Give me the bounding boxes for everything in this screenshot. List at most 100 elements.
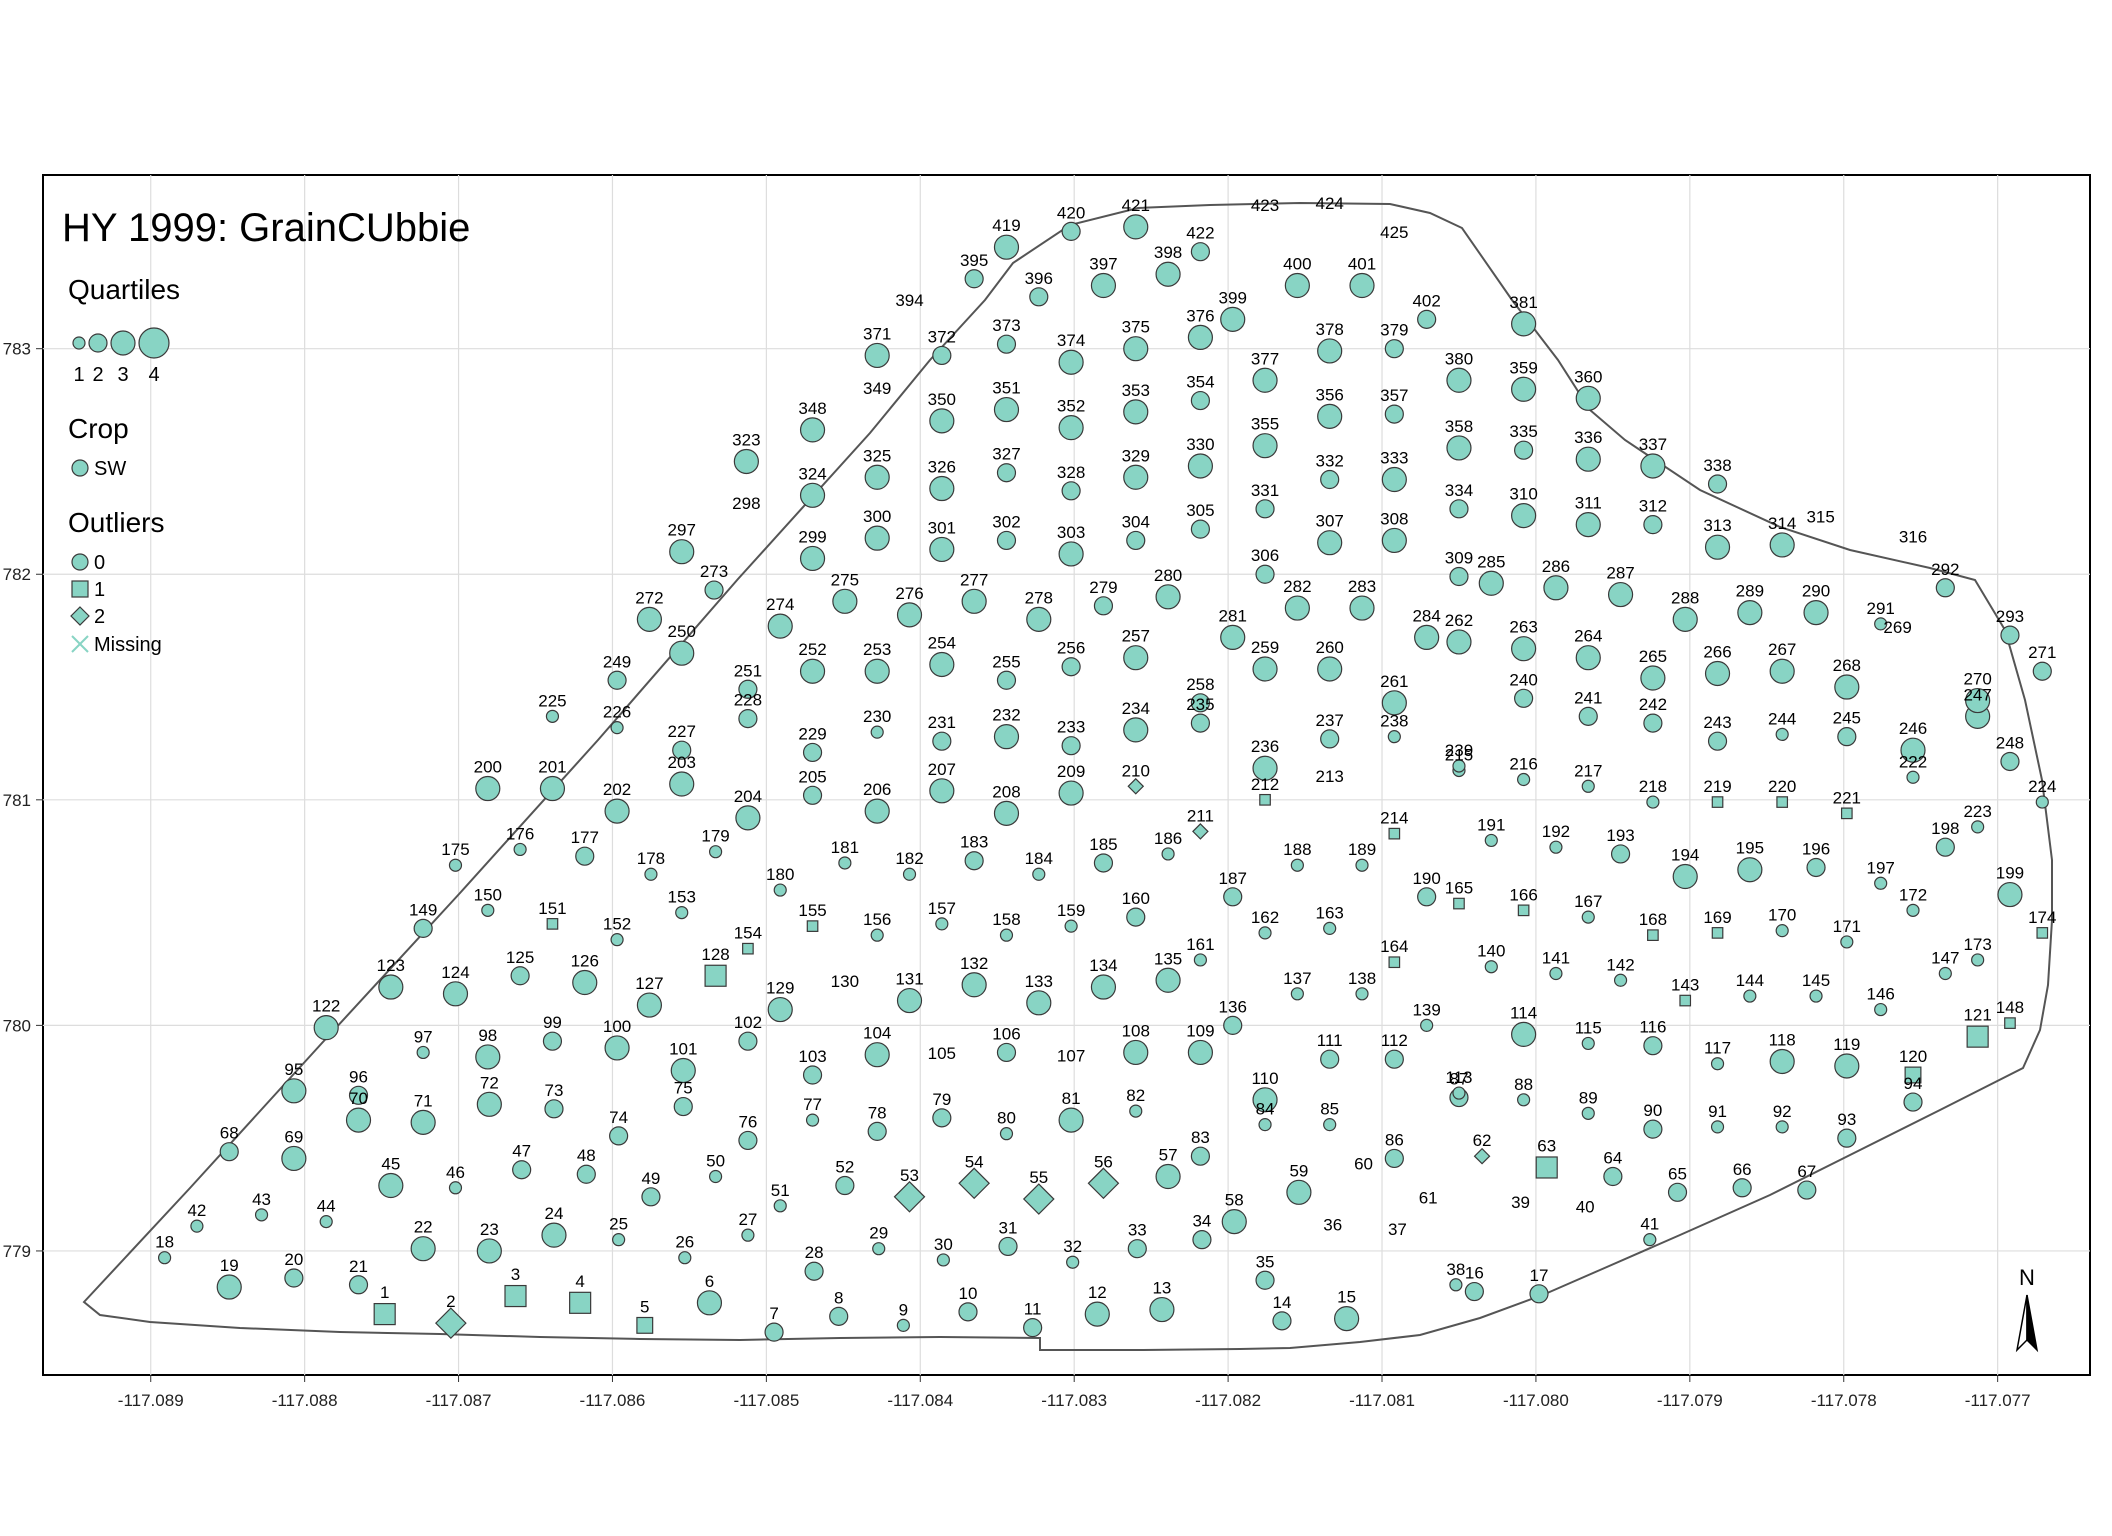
yield-point-18 [157, 1251, 172, 1265]
yield-point-28 [804, 1261, 824, 1281]
point-label-44: 44 [317, 1197, 336, 1216]
yield-point-379 [1384, 339, 1404, 359]
yield-point-377 [1252, 367, 1278, 393]
point-label-290: 290 [1802, 582, 1830, 601]
yield-point-210 [1127, 777, 1145, 795]
yield-point-167 [1581, 910, 1595, 924]
point-label-77: 77 [803, 1095, 822, 1114]
point-label-394: 394 [895, 291, 923, 310]
point-label-279: 279 [1089, 578, 1117, 597]
yield-point-204 [735, 805, 761, 831]
yield-point-44 [319, 1215, 333, 1229]
yield-point-128 [704, 964, 727, 987]
point-label-352: 352 [1057, 397, 1085, 416]
point-label-32: 32 [1063, 1237, 1082, 1256]
yield-point-214 [1388, 827, 1401, 840]
point-label-184: 184 [1025, 849, 1053, 868]
point-label-402: 402 [1412, 291, 1440, 310]
yield-point-121 [1966, 1025, 1989, 1048]
yield-point-96 [348, 1085, 369, 1105]
yield-point-169 [1711, 927, 1724, 939]
x-axis-ticks: -117.089 -117.088 -117.087 -117.086 -117.085… [118, 1375, 2031, 1410]
yield-point-254 [929, 651, 955, 678]
yield-point-159 [1064, 919, 1078, 933]
yield-point-172 [1906, 903, 1920, 917]
point-label-101: 101 [669, 1039, 697, 1058]
point-label-215: 215 [1445, 745, 1473, 764]
yield-point-77 [805, 1113, 820, 1127]
point-label-308: 308 [1380, 509, 1408, 528]
yield-point-132 [961, 972, 987, 998]
yield-point-56 [1087, 1167, 1120, 1200]
legend-outlier-1-symbol [71, 580, 89, 598]
yield-point-255 [996, 670, 1017, 690]
yield-point-165 [1453, 897, 1465, 910]
point-label-56: 56 [1094, 1152, 1113, 1171]
yield-point-81 [1058, 1107, 1084, 1133]
yield-point-25 [612, 1233, 626, 1247]
yield-point-151 [546, 918, 559, 930]
point-label-210: 210 [1122, 761, 1150, 780]
yield-point-334 [1449, 499, 1469, 519]
legend-quartiles-title: Quartiles [68, 274, 180, 305]
point-label-255: 255 [992, 652, 1020, 671]
legend-crop-title: Crop [68, 413, 129, 444]
point-label-208: 208 [992, 782, 1020, 801]
point-label-12: 12 [1088, 1283, 1107, 1302]
point-label-102: 102 [734, 1013, 762, 1032]
point-label-112: 112 [1381, 1031, 1408, 1050]
point-label-98: 98 [478, 1026, 497, 1045]
yield-point-189 [1355, 858, 1369, 872]
yield-point-66 [1732, 1178, 1752, 1198]
yield-point-329 [1123, 464, 1149, 490]
point-label-425: 425 [1380, 223, 1408, 242]
yield-point-134 [1090, 974, 1117, 1000]
yield-point-58 [1221, 1209, 1247, 1235]
yield-point-177 [575, 846, 595, 866]
point-label-180: 180 [766, 865, 794, 884]
point-label-25: 25 [609, 1215, 628, 1234]
point-label-297: 297 [668, 521, 696, 540]
point-label-337: 337 [1639, 435, 1667, 454]
yield-point-100 [604, 1035, 630, 1061]
point-label-305: 305 [1186, 501, 1214, 520]
yield-points [157, 214, 2052, 1342]
point-label-242: 242 [1639, 695, 1667, 714]
yield-point-354 [1190, 390, 1211, 411]
point-label-8: 8 [834, 1288, 843, 1307]
yield-point-270 [1965, 687, 1991, 714]
point-label-257: 257 [1122, 627, 1150, 646]
point-label-61: 61 [1419, 1189, 1438, 1208]
point-label-3: 3 [511, 1265, 520, 1284]
yield-point-27 [741, 1228, 755, 1242]
yield-point-116 [1643, 1036, 1663, 1056]
point-label-380: 380 [1445, 349, 1473, 368]
x-tick-label: -117.085 [733, 1391, 799, 1410]
point-label-239: 239 [1445, 741, 1473, 760]
yield-point-88 [1517, 1093, 1531, 1107]
point-label-378: 378 [1315, 320, 1343, 339]
yield-point-146 [1874, 1002, 1888, 1017]
point-label-260: 260 [1315, 638, 1343, 657]
yield-point-289 [1737, 599, 1763, 626]
yield-point-218 [1646, 795, 1660, 809]
yield-point-72 [476, 1091, 502, 1117]
point-label-62: 62 [1473, 1131, 1492, 1150]
point-label-196: 196 [1802, 839, 1830, 858]
point-label-423: 423 [1251, 196, 1279, 215]
point-label-203: 203 [668, 753, 696, 772]
point-label-230: 230 [863, 707, 891, 726]
point-label-120: 120 [1899, 1047, 1927, 1066]
yield-point-49 [641, 1187, 661, 1207]
yield-point-376 [1187, 324, 1214, 351]
point-label-16: 16 [1465, 1264, 1484, 1283]
yield-point-256 [1061, 657, 1081, 677]
point-label-76: 76 [738, 1112, 757, 1131]
point-label-79: 79 [932, 1090, 951, 1109]
point-label-22: 22 [414, 1218, 433, 1237]
point-label-258: 258 [1186, 675, 1214, 694]
yield-point-375 [1123, 336, 1149, 362]
point-label-372: 372 [928, 327, 956, 346]
point-label-338: 338 [1703, 456, 1731, 475]
yield-point-73 [544, 1099, 564, 1119]
